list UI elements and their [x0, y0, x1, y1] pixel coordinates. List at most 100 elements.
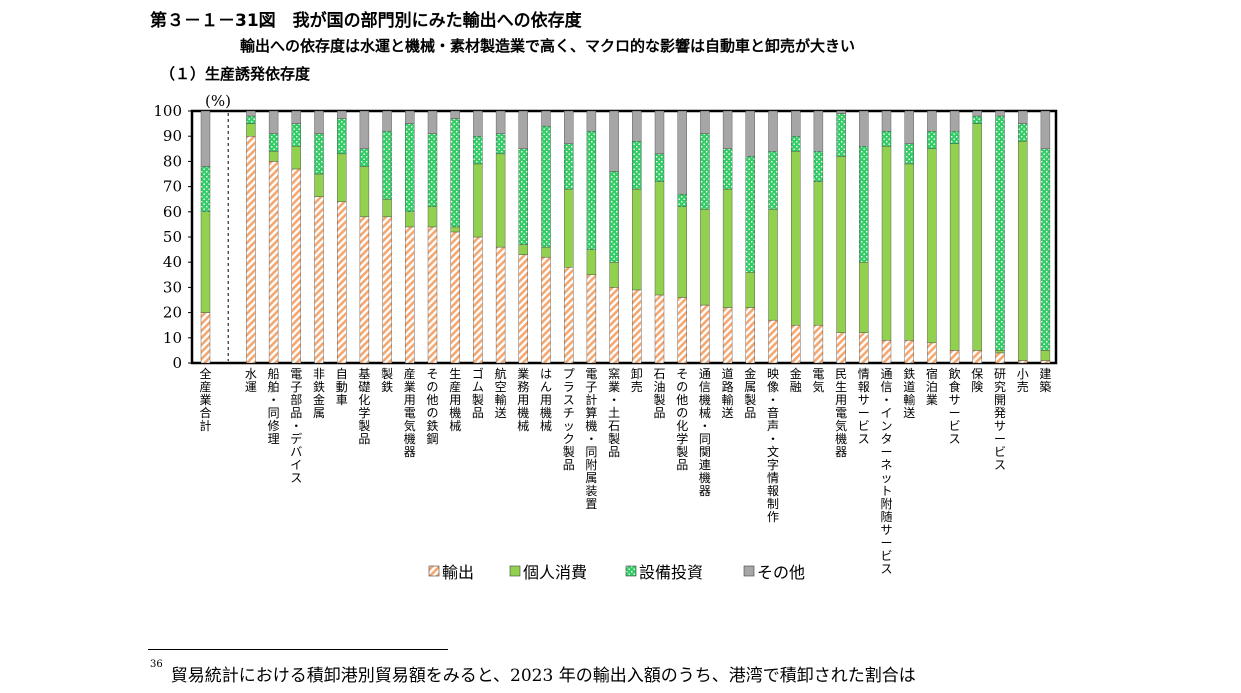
- bar-segment: [859, 146, 869, 263]
- bar-segment: [495, 246, 506, 364]
- bar-segment: [813, 110, 824, 152]
- bar-segment: [927, 130, 937, 150]
- bar-segment: [518, 110, 528, 149]
- bar-segment: [745, 272, 755, 308]
- bar-segment: [518, 148, 528, 245]
- bar-segment: [473, 110, 483, 137]
- bar-segment: [859, 262, 869, 333]
- bar-segment: [949, 110, 960, 132]
- bar-segment: [427, 226, 438, 364]
- x-category-label: ゴム製品: [472, 366, 484, 420]
- bar-segment: [382, 130, 392, 200]
- bar-segment: [1040, 350, 1051, 361]
- bar-segment: [677, 206, 687, 298]
- bar-segment: [995, 350, 1005, 354]
- bar-segment: [564, 110, 574, 144]
- bar-segment: [495, 133, 506, 155]
- x-category-label: 道路輸送: [722, 367, 734, 420]
- bar-segment: [972, 123, 982, 351]
- bar-segment: [995, 352, 1005, 364]
- x-category-label: 卸売: [631, 366, 643, 394]
- bar-segment: [609, 262, 619, 288]
- bar-segment: [836, 332, 846, 364]
- bar-segment: [745, 307, 755, 364]
- bar-segment: [904, 143, 914, 165]
- y-tick-label: 40: [163, 253, 182, 271]
- x-category-label: 自動車: [336, 367, 348, 407]
- bar-segment: [268, 161, 279, 364]
- legend-label: その他: [757, 563, 805, 582]
- bar-segment: [246, 110, 256, 117]
- bar-segment: [1018, 110, 1028, 124]
- bar-segment: [427, 206, 438, 228]
- legend-label: 輸出: [442, 563, 474, 582]
- x-category-label: その他の鉄鋼: [426, 367, 438, 446]
- bar-segment: [314, 133, 324, 175]
- bar-segment: [813, 181, 824, 326]
- bar-segment: [677, 297, 687, 364]
- bar-segment: [677, 110, 687, 195]
- bar-segment: [904, 110, 914, 144]
- x-category-label: 製鉄: [381, 367, 393, 394]
- bar-segment: [881, 146, 892, 341]
- bar-segment: [200, 166, 211, 213]
- x-category-label: 情報サービス: [858, 367, 870, 446]
- bar-segment: [654, 181, 665, 296]
- bar-segment: [495, 153, 506, 248]
- bar-segment: [246, 123, 256, 137]
- bar-segment: [337, 118, 347, 155]
- x-category-label: 電子部品・デバイス: [290, 367, 302, 485]
- x-category-label: 石油製品: [653, 367, 665, 420]
- bar-segment: [541, 246, 551, 258]
- bar-segment: [200, 312, 211, 364]
- y-tick-label: 20: [163, 304, 182, 322]
- x-category-label: 通信機械・同関連機器: [699, 367, 711, 498]
- bar-segment: [586, 249, 597, 276]
- bar-segment: [450, 226, 460, 233]
- bar-segment: [904, 340, 914, 364]
- bar-segment: [541, 110, 551, 127]
- bar-segment: [337, 110, 347, 119]
- bar-segment: [1018, 360, 1028, 364]
- bar-segment: [677, 193, 687, 207]
- bar-segment: [927, 342, 937, 364]
- legend-swatch: [743, 565, 755, 577]
- bar-segment: [722, 148, 733, 190]
- bar-segment: [745, 110, 755, 157]
- bar-segment: [745, 156, 755, 273]
- x-category-label: 業務用機械: [517, 367, 529, 433]
- bar-segment: [291, 146, 301, 170]
- bar-segment: [518, 244, 528, 255]
- bar-segment: [813, 325, 824, 364]
- bar-segment: [586, 110, 597, 132]
- x-category-label: 飲食サービス: [949, 366, 961, 446]
- bar-segment: [768, 110, 778, 152]
- bar-segment: [632, 188, 642, 291]
- bar-segment: [564, 267, 574, 364]
- bar-segment: [246, 135, 256, 364]
- figure-title: 第３－１－31図 我が国の部門別にみた輸出への依存度: [150, 11, 582, 31]
- legend-swatch: [625, 565, 637, 577]
- x-category-label: 基礎化学製品: [358, 367, 370, 446]
- bar-segment: [609, 171, 619, 263]
- x-category-label: 民生用電気機器: [835, 367, 847, 459]
- bar-segment: [359, 148, 370, 167]
- x-category-label: 船舶・同修理: [268, 367, 280, 446]
- bar-segment: [836, 113, 846, 157]
- bar-segment: [541, 125, 551, 248]
- x-category-label: 通信・インターネット附随サービス: [880, 367, 892, 576]
- bar-segment: [268, 110, 279, 134]
- bar-segment: [405, 211, 415, 228]
- bar-segment: [949, 130, 960, 144]
- x-category-label: 水運: [245, 367, 257, 394]
- y-tick-label: 50: [163, 228, 182, 246]
- bar-segment: [791, 325, 801, 364]
- x-category-label: はん用機械: [540, 367, 552, 433]
- bar-segment: [881, 340, 892, 364]
- bar-segment: [382, 216, 392, 364]
- y-tick-label: 70: [163, 178, 182, 196]
- bar-segment: [359, 166, 370, 218]
- x-category-label: 産業用電気機器: [404, 366, 416, 459]
- bar-segment: [405, 123, 415, 212]
